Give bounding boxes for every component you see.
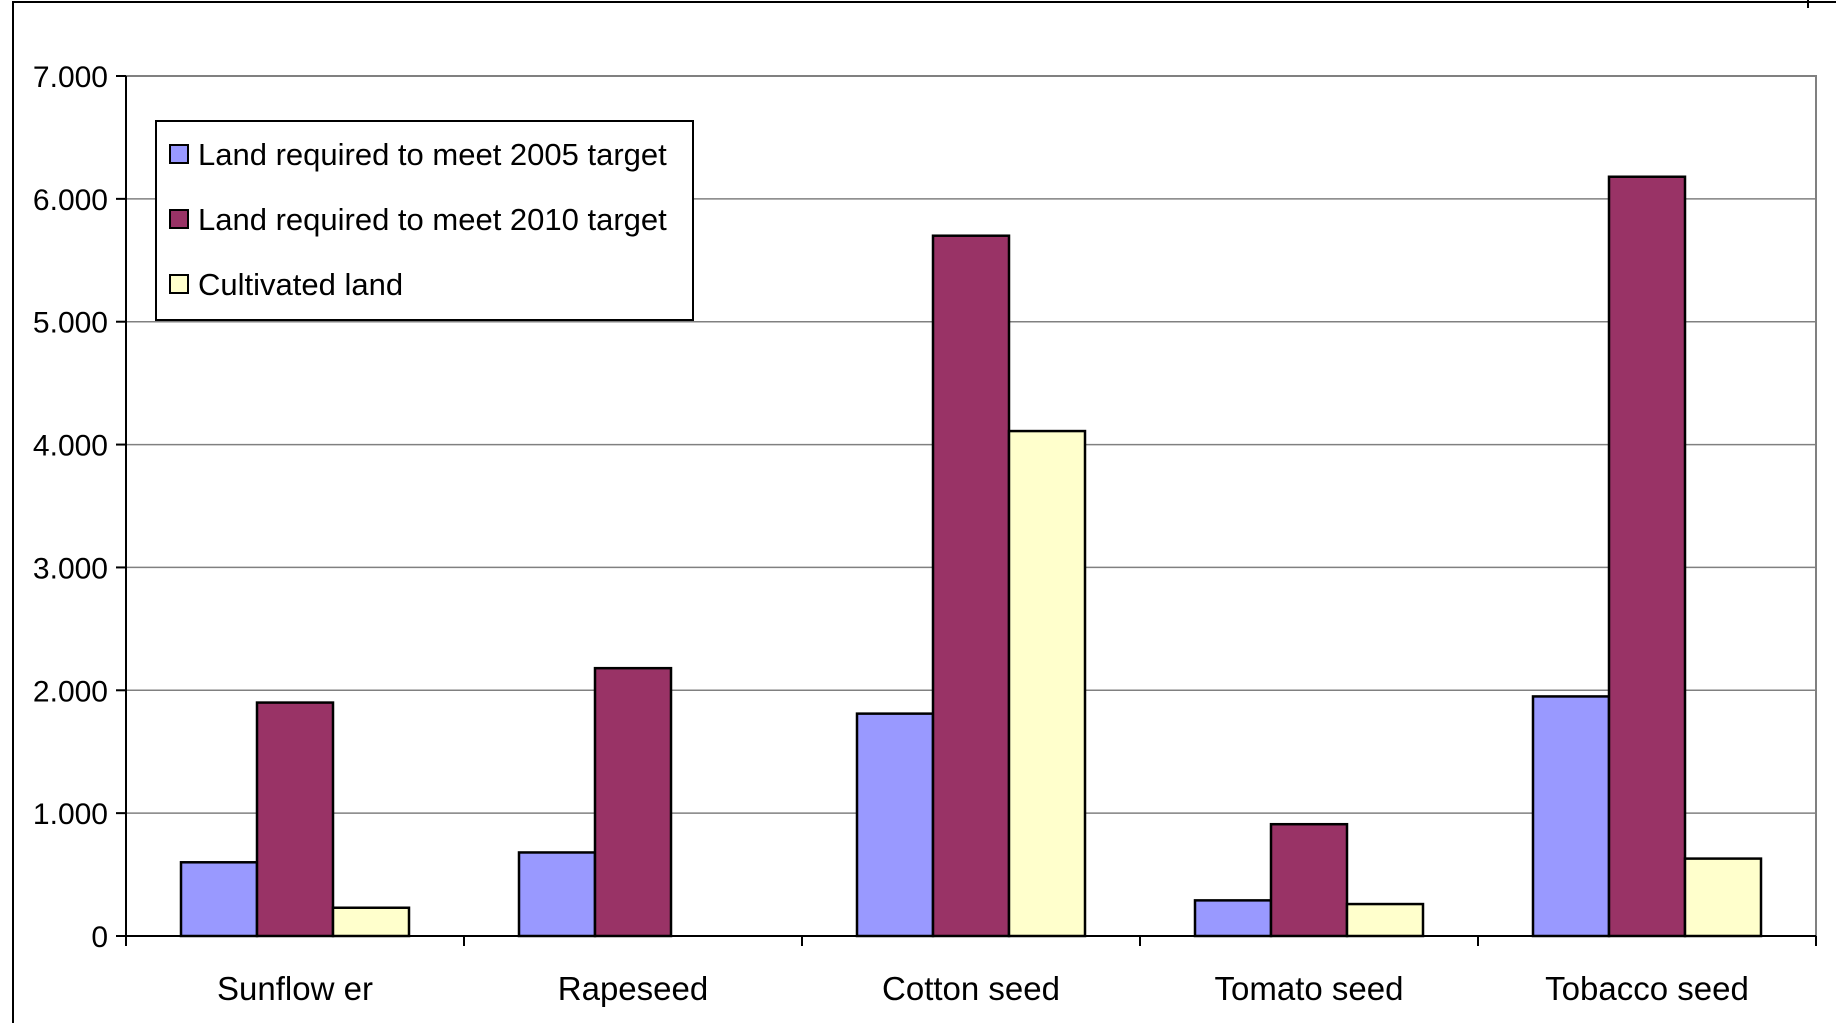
- y-tick-label: 7.000: [33, 61, 108, 94]
- legend: Land required to meet 2005 target Land re…: [155, 120, 694, 321]
- y-tick-labels: 0 1.000 2.000 3.000 4.000 5.000 6.000 7.000: [33, 61, 108, 954]
- bar: [1345, 902, 1425, 938]
- bar: [1269, 822, 1349, 938]
- legend-label: Cultivated land: [198, 267, 403, 302]
- legend-swatch: [169, 209, 189, 229]
- category-label: Rapeseed: [558, 970, 708, 1007]
- y-tick-label: 5.000: [33, 307, 108, 340]
- y-tick-label: 3.000: [33, 552, 108, 585]
- bar: [855, 712, 935, 938]
- bar: [1607, 175, 1687, 938]
- category-label: Tobacco seed: [1545, 970, 1749, 1007]
- category-labels: Sunflow er Rapeseed Cotton seed Tomato seed…: [217, 970, 1749, 1007]
- bar: [1193, 899, 1273, 938]
- bar: [1683, 857, 1763, 938]
- bar: [331, 906, 411, 938]
- bar: [255, 701, 335, 938]
- category-label: Sunflow er: [217, 970, 373, 1007]
- axes: [116, 75, 1817, 946]
- legend-label: Land required to meet 2005 target: [198, 137, 667, 172]
- legend-swatch: [169, 144, 189, 164]
- y-tick-label: 6.000: [33, 184, 108, 217]
- y-tick-label: 4.000: [33, 430, 108, 463]
- category-label: Cotton seed: [882, 970, 1060, 1007]
- bar: [179, 861, 259, 938]
- bar: [593, 666, 673, 938]
- bars: [179, 175, 1763, 938]
- y-tick-label: 2.000: [33, 675, 108, 708]
- legend-label: Land required to meet 2010 target: [198, 202, 667, 237]
- bar: [517, 851, 597, 938]
- bar: [1007, 429, 1087, 938]
- legend-box: [155, 120, 694, 321]
- bar: [1531, 695, 1611, 938]
- category-label: Tomato seed: [1215, 970, 1404, 1007]
- bar: [931, 234, 1011, 938]
- chart-border: [12, 1, 1836, 1028]
- y-tick-label: 0: [91, 921, 108, 954]
- y-tick-label: 1.000: [33, 798, 108, 831]
- legend-swatch: [169, 274, 189, 294]
